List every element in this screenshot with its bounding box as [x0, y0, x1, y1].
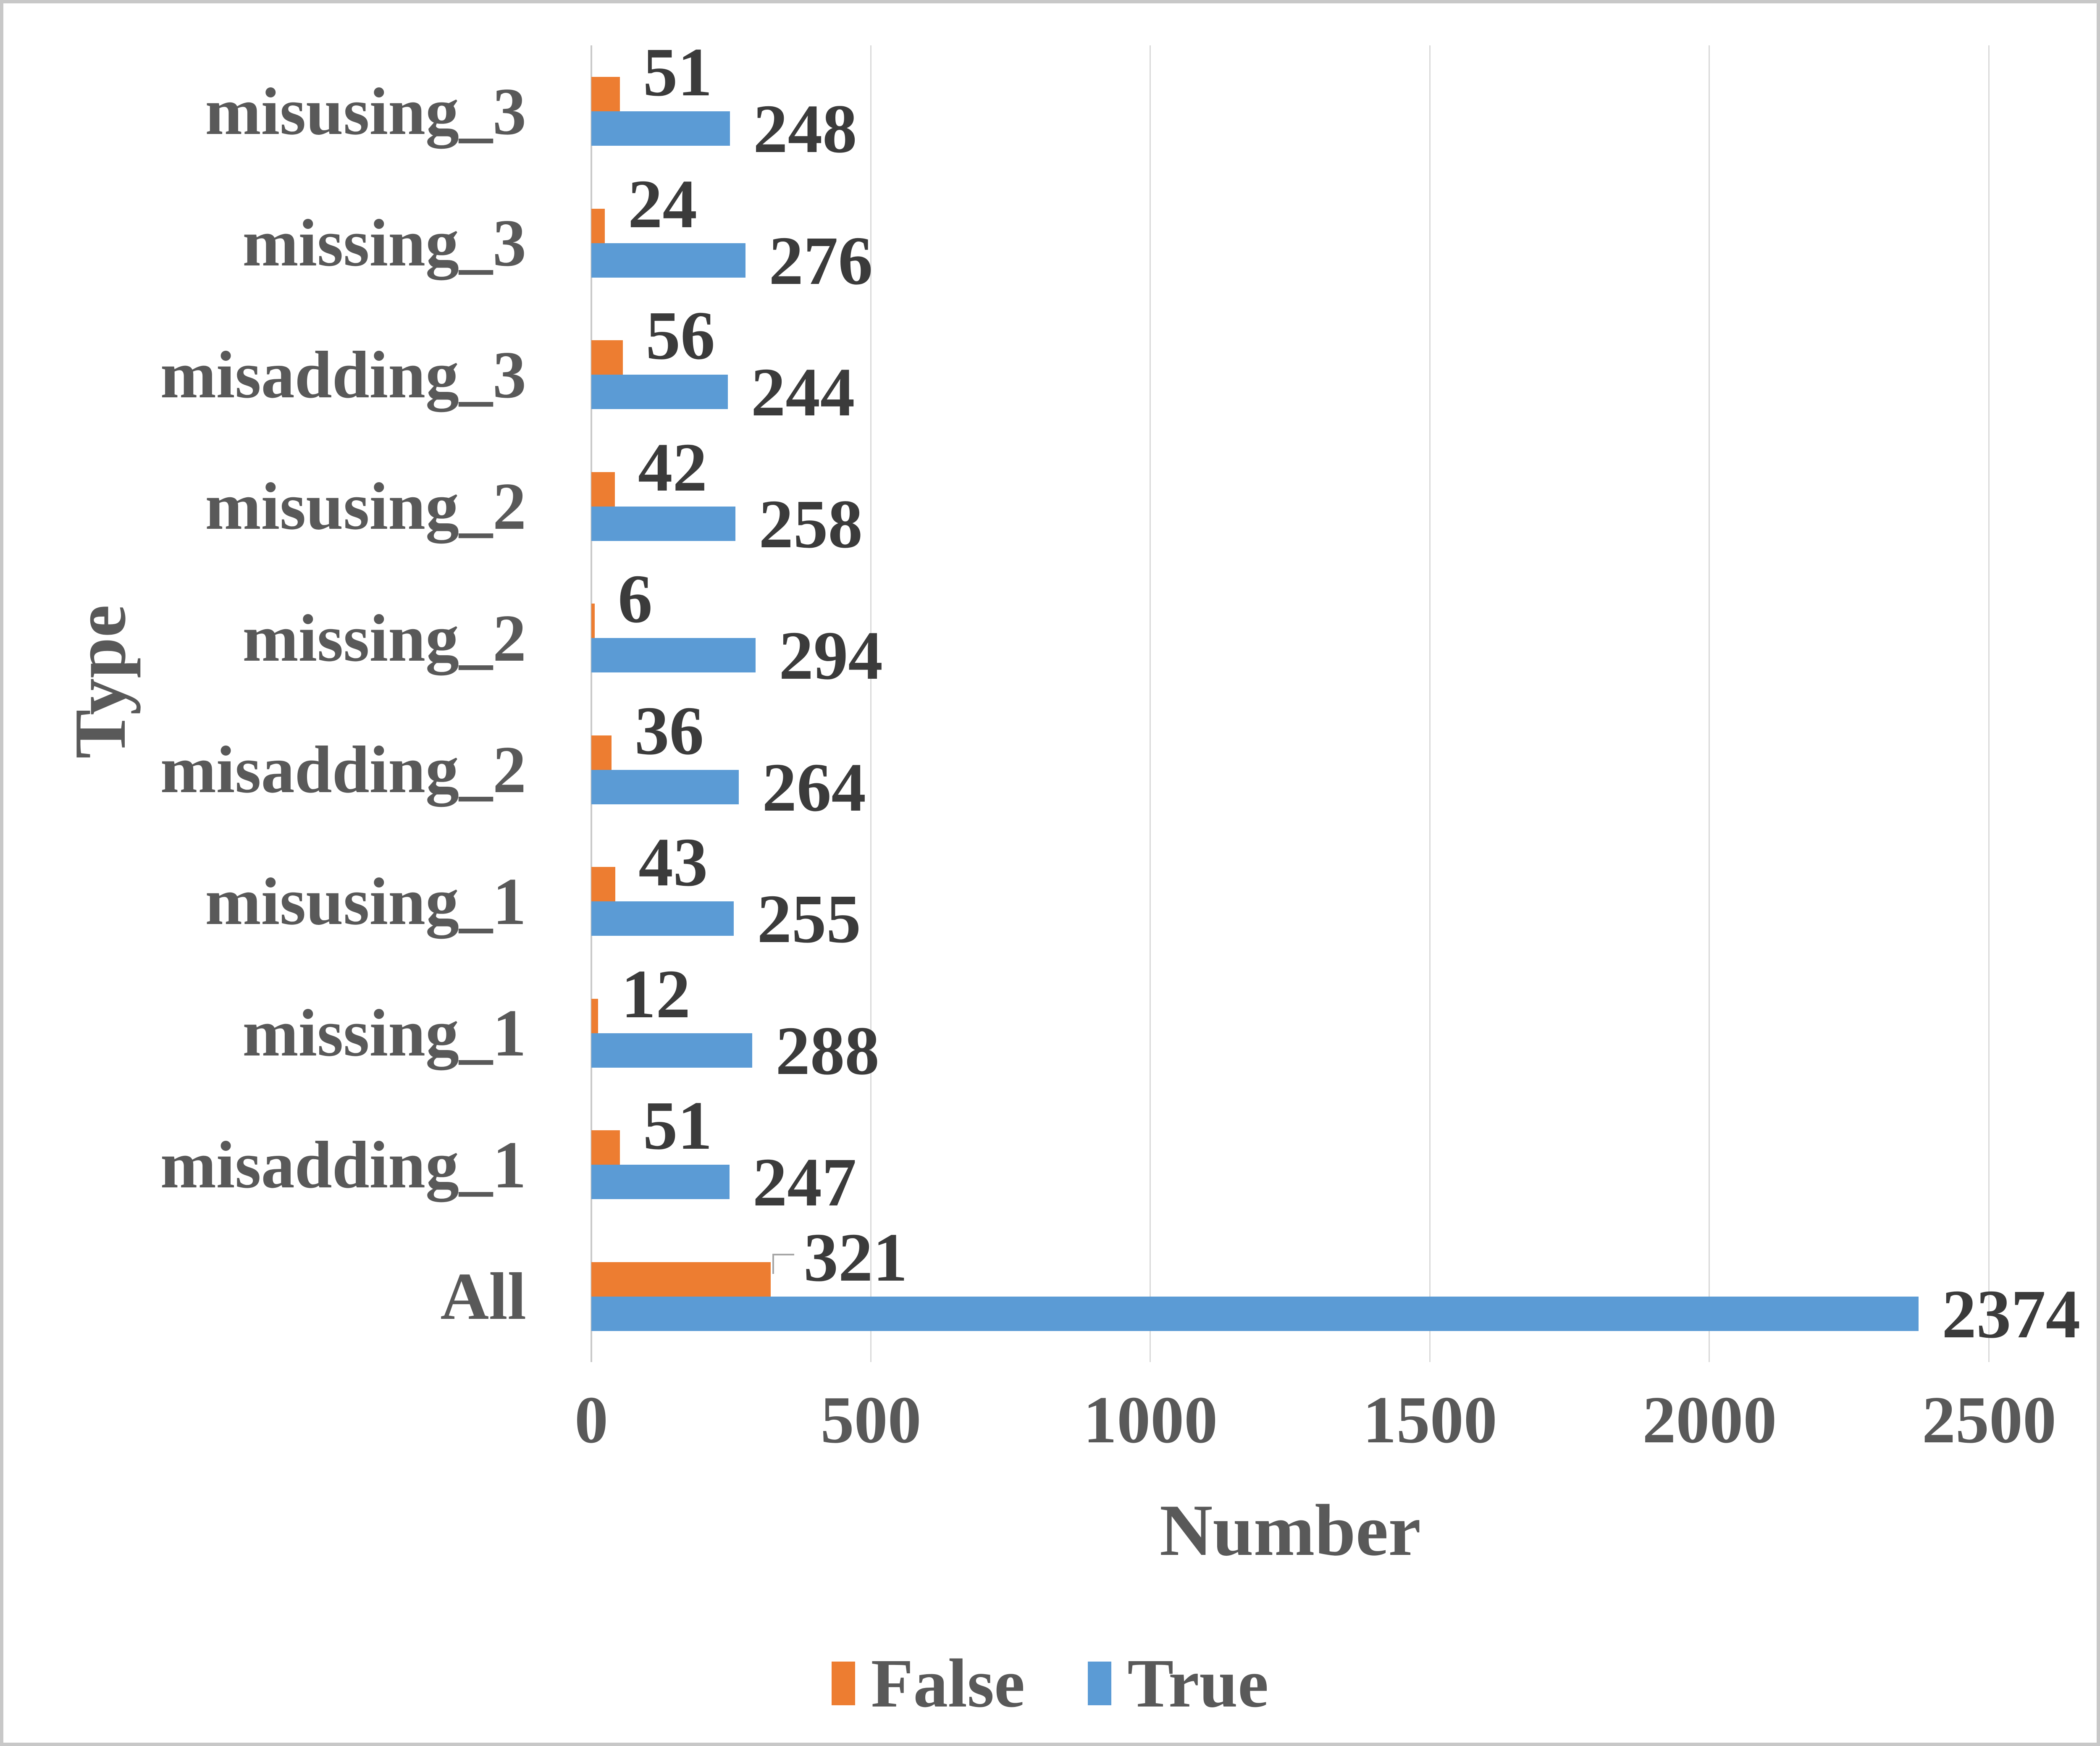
- category-label-all: All: [440, 1259, 526, 1334]
- category-label-missing_3: missing_3: [242, 205, 526, 281]
- bar-true-misadding_2: [591, 769, 739, 804]
- bar-true-misadding_3: [591, 375, 728, 409]
- x-axis-tick-label: 2000: [1642, 1382, 1777, 1457]
- data-label-false-misusing_2: 42: [638, 428, 707, 506]
- data-label-true-misadding_2: 264: [762, 748, 866, 826]
- legend-item-false: False: [831, 1645, 1025, 1722]
- data-label-false-missing_2: 6: [617, 560, 653, 637]
- data-label-true-misusing_3: 248: [753, 90, 857, 167]
- x-axis-tick-label: 1500: [1362, 1382, 1497, 1457]
- data-label-false-misadding_1: 51: [643, 1087, 712, 1164]
- data-label-false-misadding_3: 56: [646, 297, 715, 374]
- bar-false-misusing_1: [591, 867, 616, 901]
- bar-false-missing_2: [591, 604, 595, 638]
- data-label-false-all: 321: [803, 1218, 908, 1296]
- data-label-false-missing_3: 24: [627, 165, 697, 242]
- data-label-false-misusing_1: 43: [638, 824, 708, 901]
- gridline: [1988, 45, 1990, 1362]
- data-label-false-misusing_3: 51: [643, 34, 712, 110]
- data-label-true-misadding_1: 247: [752, 1144, 857, 1221]
- legend-swatch-false-icon: [831, 1662, 855, 1705]
- data-label-true-missing_2: 294: [779, 617, 883, 694]
- bar-true-misusing_1: [591, 901, 734, 936]
- y-axis-title: Type: [59, 604, 141, 759]
- x-axis-title: Number: [1159, 1489, 1421, 1571]
- data-label-false-misadding_2: 36: [634, 692, 704, 769]
- data-label-true-misusing_2: 258: [759, 485, 863, 562]
- bar-false-misadding_3: [591, 340, 623, 375]
- x-axis-tick-label: 500: [820, 1382, 921, 1457]
- category-label-misusing_2: misusing_2: [205, 469, 526, 544]
- bar-true-misusing_3: [591, 111, 730, 146]
- gridline: [1429, 45, 1431, 1362]
- data-label-true-missing_1: 288: [775, 1012, 879, 1089]
- bar-true-missing_2: [591, 638, 756, 672]
- data-label-true-misusing_1: 255: [757, 880, 861, 957]
- data-label-true-misadding_3: 244: [751, 354, 855, 431]
- value-axis-line: [591, 45, 592, 1362]
- leader-line-horizontal: [772, 1253, 795, 1255]
- bar-true-all: [591, 1296, 1919, 1331]
- bar-true-misadding_1: [591, 1165, 730, 1199]
- x-axis-tick-label: 1000: [1083, 1382, 1218, 1457]
- bar-false-missing_1: [591, 998, 598, 1033]
- gridline: [870, 45, 872, 1362]
- data-label-true-missing_3: 276: [769, 222, 873, 299]
- x-axis-tick-label: 0: [575, 1382, 608, 1457]
- gridline: [1709, 45, 1710, 1362]
- category-label-misusing_1: misusing_1: [205, 864, 526, 939]
- gridline: [1150, 45, 1151, 1362]
- category-label-misusing_3: misusing_3: [205, 74, 526, 149]
- category-label-missing_2: missing_2: [242, 600, 526, 675]
- bar-false-all: [591, 1262, 771, 1297]
- bar-false-misusing_3: [591, 77, 620, 111]
- legend-label-true: True: [1127, 1645, 1269, 1722]
- category-label-misadding_2: misadding_2: [160, 732, 526, 807]
- legend: False True: [3, 1644, 2097, 1723]
- legend-item-true: True: [1088, 1648, 1268, 1719]
- bar-true-missing_1: [591, 1033, 753, 1068]
- category-label-missing_1: missing_1: [242, 995, 526, 1071]
- bar-false-misadding_2: [591, 735, 612, 770]
- bar-false-missing_3: [591, 208, 605, 243]
- bar-true-misusing_2: [591, 506, 736, 541]
- leader-line-vertical: [772, 1253, 774, 1274]
- bar-true-missing_3: [591, 243, 746, 278]
- bar-false-misadding_1: [591, 1130, 620, 1165]
- category-label-misadding_1: misadding_1: [160, 1127, 526, 1202]
- data-label-true-all: 2374: [1942, 1275, 2081, 1352]
- bar-false-misusing_2: [591, 472, 615, 507]
- x-axis-tick-label: 2500: [1922, 1382, 2056, 1457]
- category-label-misadding_3: misadding_3: [160, 337, 526, 412]
- legend-swatch-true-icon: [1088, 1662, 1112, 1705]
- legend-label-false: False: [871, 1645, 1025, 1722]
- data-label-false-missing_1: 12: [621, 955, 690, 1032]
